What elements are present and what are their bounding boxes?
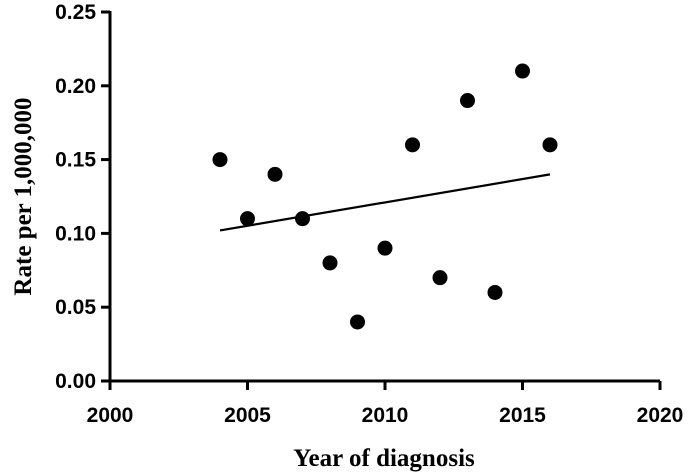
data-point: [515, 63, 530, 79]
y-tick-label: 0.15: [55, 149, 96, 172]
data-point: [432, 270, 448, 286]
y-axis-ticks: 0.00 0.05 0.10 0.15 0.20 0.25: [55, 1, 110, 393]
data-point: [405, 137, 420, 153]
trend-line: [219, 173, 551, 232]
trend-line-group: [219, 173, 551, 232]
y-tick-label: 0.10: [55, 222, 96, 245]
y-tick-label: 0.05: [55, 296, 96, 319]
data-point: [267, 166, 283, 182]
y-tick-label: 0.20: [55, 75, 96, 98]
data-point: [542, 137, 558, 153]
data-point: [377, 240, 393, 256]
x-tick-label: 2015: [499, 404, 546, 427]
data-points: [212, 63, 558, 330]
data-point: [240, 211, 255, 227]
axes: [108, 11, 660, 383]
data-point: [212, 152, 228, 168]
data-point: [322, 255, 338, 271]
data-point: [460, 93, 475, 109]
y-tick-label: 0.25: [55, 1, 96, 24]
y-tick-label: 0.00: [55, 370, 96, 393]
data-point: [487, 284, 503, 300]
x-tick-label: 2020: [637, 404, 684, 427]
x-tick-label: 2000: [87, 404, 134, 427]
data-point: [295, 211, 310, 227]
x-axis-ticks: 2000 2005 2010 2015 2020: [87, 381, 684, 427]
data-point: [350, 314, 365, 330]
x-axis-title: Year of diagnosis: [293, 445, 475, 472]
y-axis-title: Rate per 1,000,000: [10, 97, 37, 295]
x-tick-label: 2005: [224, 404, 271, 427]
x-tick-label: 2010: [362, 404, 409, 427]
